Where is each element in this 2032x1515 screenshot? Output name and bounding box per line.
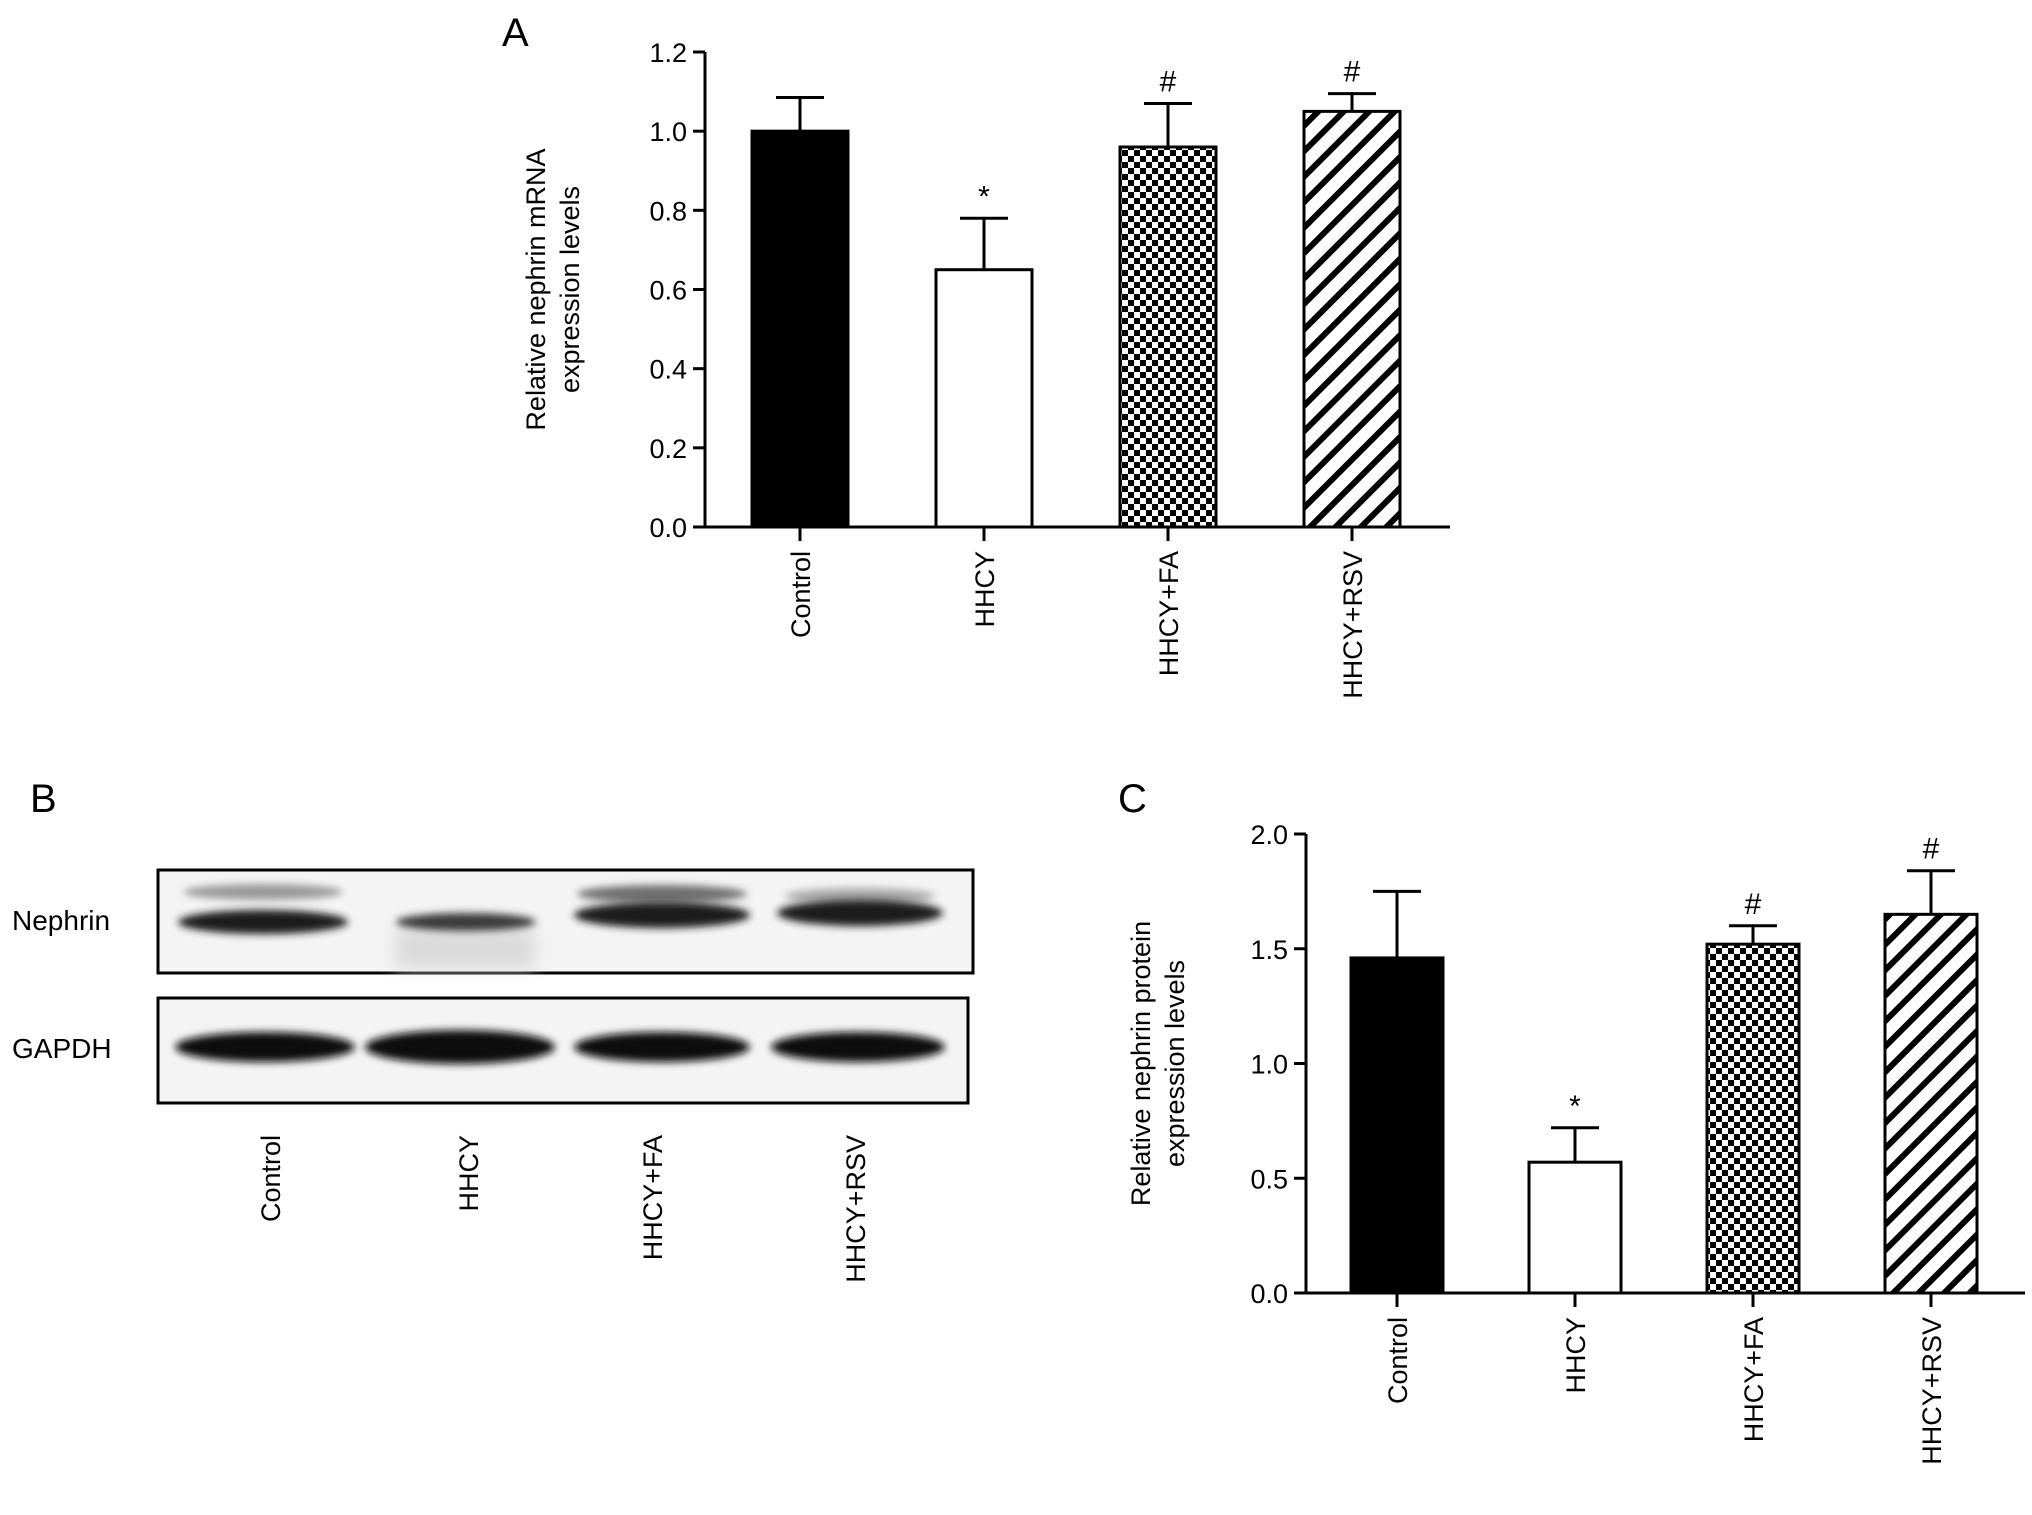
x-tick-label: HHCY	[1561, 1317, 1591, 1394]
y-tick-label: 1.0	[649, 117, 687, 147]
bar-hhcy-fa	[1705, 942, 1801, 1295]
bar-hhcy-fa	[1118, 145, 1218, 529]
bar-control	[750, 129, 850, 529]
blot-band-nephrin-fa	[574, 902, 750, 928]
chart-panel-a: 0.0 0.2 0.4 0.6 0.8 1.0 1.2 Relative nephrin mR…	[521, 38, 1450, 699]
panel-letter-c: C	[1118, 777, 1147, 821]
panel-letter-a: A	[502, 11, 529, 55]
blot-lane-label-fa: HHCY+FA	[638, 1135, 668, 1260]
y-tick-label: 1.5	[1250, 935, 1288, 965]
x-tick-label: HHCY+RSV	[1917, 1317, 1947, 1465]
blot-band-gapdh-fa	[574, 1032, 750, 1062]
y-tick-label: 0.5	[1250, 1164, 1288, 1194]
blot-band-nephrin-hhcy	[396, 913, 536, 931]
y-tick-label: 0.0	[649, 513, 687, 543]
bar-hhcy-rsv	[1883, 912, 1979, 1295]
blot-band-gapdh-rsv	[771, 1032, 945, 1062]
x-tick-label: Control	[786, 551, 816, 638]
x-tick-label: HHCY+FA	[1739, 1317, 1769, 1442]
blot-band-nephrin-upper-control	[183, 884, 343, 900]
significance-marker: #	[1745, 888, 1762, 921]
y-tick-label: 2.0	[1250, 820, 1288, 850]
blot-lane-label-rsv: HHCY+RSV	[841, 1135, 871, 1283]
significance-marker: #	[1160, 65, 1177, 98]
blot-lane-label-control: Control	[256, 1135, 286, 1222]
x-tick-label: HHCY+FA	[1154, 551, 1184, 676]
y-tick-label: 1.0	[1250, 1050, 1288, 1080]
y-axis-title: Relative nephrin mRNA	[521, 148, 551, 430]
y-axis-title: expression levels	[1160, 960, 1190, 1167]
bar-hhcy	[934, 268, 1034, 529]
blot-band-gapdh-hhcy	[365, 1030, 555, 1064]
y-axis-title: Relative nephrin protein	[1126, 921, 1156, 1206]
panel-letter-b: B	[30, 777, 57, 821]
blot-band-nephrin-upper-rsv	[785, 888, 935, 904]
y-tick-label: 0.8	[649, 196, 687, 226]
x-tick-label: HHCY	[970, 551, 1000, 628]
blot-band-gapdh-control	[175, 1032, 355, 1062]
blot-band-nephrin-rsv	[777, 900, 943, 926]
significance-marker: #	[1344, 56, 1361, 89]
y-axis-title: expression levels	[555, 186, 585, 393]
significance-marker: *	[978, 180, 990, 213]
bar-hhcy-rsv	[1302, 109, 1402, 529]
blot-smear-hhcy	[395, 930, 535, 968]
chart-panel-c: 0.0 0.5 1.0 1.5 2.0 Relative nephrin protein e…	[1126, 820, 2025, 1465]
bar-control	[1349, 956, 1445, 1295]
significance-marker: *	[1569, 1090, 1581, 1123]
blot-lane-label-hhcy: HHCY	[454, 1135, 484, 1212]
blot-band-nephrin-upper-fa	[577, 885, 747, 903]
significance-marker: #	[1923, 833, 1940, 866]
x-tick-label: Control	[1383, 1317, 1413, 1404]
y-tick-label: 0.4	[649, 355, 687, 385]
blot-band-nephrin-control	[178, 910, 348, 934]
blot-row-label-nephrin: Nephrin	[12, 905, 110, 936]
bar-hhcy	[1527, 1160, 1623, 1295]
blot-row-label-gapdh: GAPDH	[12, 1033, 112, 1064]
y-tick-label: 0.6	[649, 276, 687, 306]
x-tick-label: HHCY+RSV	[1338, 551, 1368, 699]
y-tick-label: 0.0	[1250, 1279, 1288, 1309]
western-blot-panel-b: Nephrin GAPDH Control HHCY HHCY+FA HHCY+…	[12, 868, 975, 1283]
y-tick-label: 1.2	[649, 38, 687, 68]
y-tick-label: 0.2	[649, 434, 687, 464]
